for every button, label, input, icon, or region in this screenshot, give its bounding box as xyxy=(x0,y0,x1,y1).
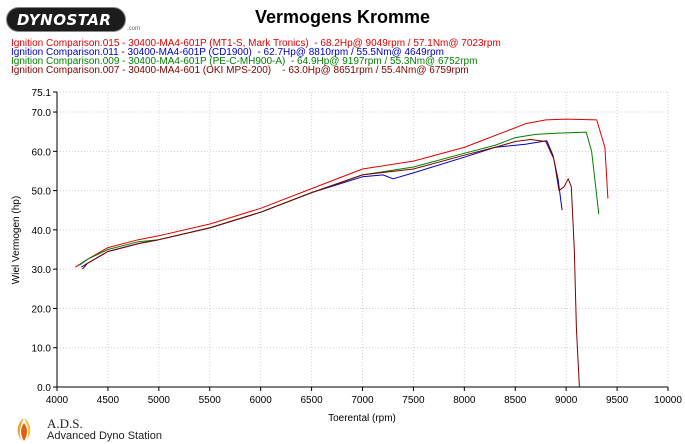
legend-entry-007: Ignition Comparison.007 - 30400-MA4-601 … xyxy=(11,65,469,76)
x-tick-label-5500: 5500 xyxy=(199,395,222,406)
x-tick-label-7500: 7500 xyxy=(402,395,425,406)
dynostar-logo-text: DYNOSTAR xyxy=(17,11,112,29)
y-tick-label-1: 10.0 xyxy=(32,344,52,355)
x-tick-label-6000: 6000 xyxy=(250,395,273,406)
x-tick-label-8500: 8500 xyxy=(504,395,527,406)
x-tick-label-10000: 10000 xyxy=(654,395,682,406)
ads-brand: A.D.S. xyxy=(47,416,83,431)
chart-title: Vermogens Kromme xyxy=(254,7,431,27)
dynostar-logo: DYNOSTAR xyxy=(6,7,126,32)
x-tick-label-6500: 6500 xyxy=(300,395,323,406)
y-tick-label-4: 40.0 xyxy=(32,226,52,237)
series-line-1 xyxy=(81,140,563,268)
series-line-2 xyxy=(79,131,600,266)
x-tick-label-5000: 5000 xyxy=(148,395,171,406)
series-line-0 xyxy=(75,118,609,268)
ads-logo-icon xyxy=(17,418,31,441)
y-tick-label-5: 50.0 xyxy=(32,187,52,198)
x-tick-label-4500: 4500 xyxy=(97,395,120,406)
legend-entry-015: Ignition Comparison.015 - 30400-MA4-601P… xyxy=(11,38,501,49)
legend-entry-011: Ignition Comparison.011 - 30400-MA4-601P… xyxy=(11,47,444,58)
axes xyxy=(53,91,669,391)
y-tick-label-7: 70.0 xyxy=(32,108,52,119)
tick-labels: 4000 4500 5000 5500 6000 6500 7000 7500 8000 8500… xyxy=(32,88,683,406)
ads-subtitle: Advanced Dyno Station xyxy=(47,430,162,442)
y-tick-label-6: 60.0 xyxy=(32,147,52,158)
series-line-3 xyxy=(82,139,580,388)
x-tick-label-7000: 7000 xyxy=(351,395,374,406)
y-axis-label: Wiel Vermogen (hp) xyxy=(11,196,22,284)
y-tick-label-2: 20.0 xyxy=(32,304,52,315)
x-tick-label-9500: 9500 xyxy=(606,395,629,406)
y-tick-label-3: 30.0 xyxy=(32,265,52,276)
y-tick-label-8: 75.1 xyxy=(32,88,52,99)
x-tick-label-9000: 9000 xyxy=(555,395,578,406)
series-layer xyxy=(75,118,609,388)
legend-entry-009: Ignition Comparison.009 - 30400-MA4-601P… xyxy=(11,56,478,67)
dynostar-logo-suffix: .com xyxy=(127,26,141,32)
grid-lines xyxy=(56,91,669,388)
x-tick-label-8000: 8000 xyxy=(453,395,476,406)
x-tick-label-4000: 4000 xyxy=(46,395,69,406)
x-axis-label: Toerental (rpm) xyxy=(328,413,396,424)
y-tick-label-0: 0.0 xyxy=(37,383,51,394)
